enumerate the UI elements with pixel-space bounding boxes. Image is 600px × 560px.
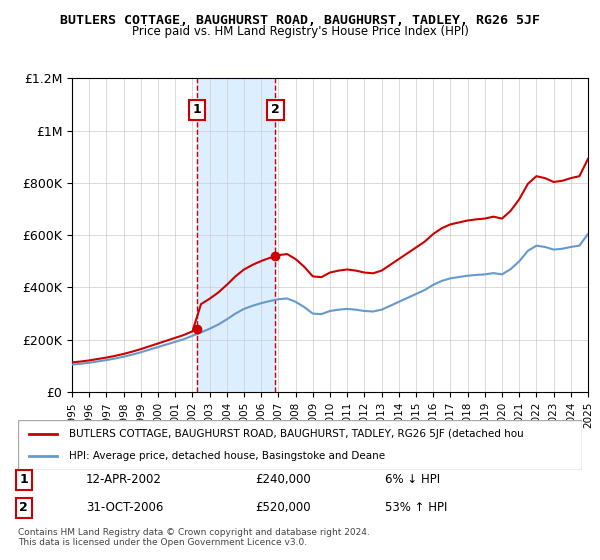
Text: 31-OCT-2006: 31-OCT-2006 — [86, 501, 163, 515]
Text: BUTLERS COTTAGE, BAUGHURST ROAD, BAUGHURST, TADLEY, RG26 5JF (detached hou: BUTLERS COTTAGE, BAUGHURST ROAD, BAUGHUR… — [69, 429, 524, 439]
Text: 1: 1 — [193, 103, 202, 116]
Text: Price paid vs. HM Land Registry's House Price Index (HPI): Price paid vs. HM Land Registry's House … — [131, 25, 469, 38]
Text: 2: 2 — [271, 103, 280, 116]
Text: 1: 1 — [19, 473, 28, 487]
Text: £240,000: £240,000 — [255, 473, 311, 487]
Text: 53% ↑ HPI: 53% ↑ HPI — [385, 501, 447, 515]
Text: This data is licensed under the Open Government Licence v3.0.: This data is licensed under the Open Gov… — [18, 538, 307, 547]
Text: £520,000: £520,000 — [255, 501, 311, 515]
Text: Contains HM Land Registry data © Crown copyright and database right 2024.: Contains HM Land Registry data © Crown c… — [18, 528, 370, 536]
FancyBboxPatch shape — [18, 420, 582, 470]
Text: HPI: Average price, detached house, Basingstoke and Deane: HPI: Average price, detached house, Basi… — [69, 451, 385, 461]
Text: 6% ↓ HPI: 6% ↓ HPI — [385, 473, 440, 487]
Text: 2: 2 — [19, 501, 28, 515]
Text: 12-APR-2002: 12-APR-2002 — [86, 473, 161, 487]
Bar — [197, 78, 275, 392]
Text: BUTLERS COTTAGE, BAUGHURST ROAD, BAUGHURST, TADLEY, RG26 5JF: BUTLERS COTTAGE, BAUGHURST ROAD, BAUGHUR… — [60, 14, 540, 27]
